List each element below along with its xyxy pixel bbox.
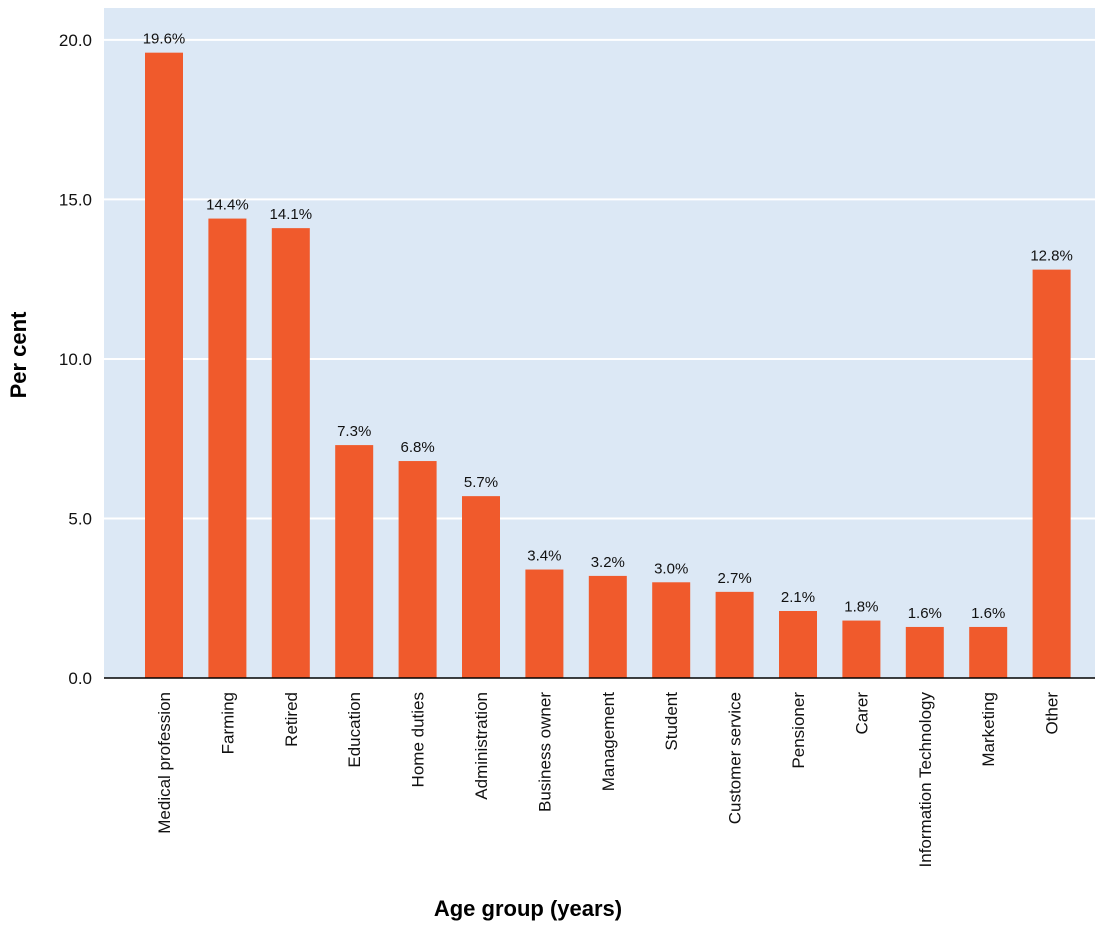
- bar: [462, 496, 500, 678]
- y-axis-title: Per cent: [6, 311, 31, 398]
- data-label: 2.7%: [717, 570, 751, 587]
- y-tick-label: 0.0: [68, 669, 92, 688]
- x-tick-label: Business owner: [535, 692, 554, 812]
- x-tick-label: Administration: [472, 692, 491, 800]
- x-tick-label: Pensioner: [789, 692, 808, 769]
- x-tick-label: Retired: [282, 692, 301, 747]
- x-tick-label: Information Technology: [916, 692, 935, 868]
- y-tick-label: 20.0: [59, 31, 92, 50]
- data-label: 1.6%: [908, 605, 942, 622]
- bar: [271, 228, 310, 678]
- data-label: 1.6%: [971, 605, 1005, 622]
- x-tick-label: Medical profession: [155, 692, 174, 834]
- bar: [588, 575, 627, 678]
- x-tick-label: Customer service: [726, 692, 745, 824]
- bar: [398, 461, 437, 678]
- bar: [208, 218, 247, 679]
- x-tick-label: Home duties: [409, 692, 428, 787]
- plot-background: [104, 8, 1095, 678]
- bar: [905, 626, 944, 678]
- y-tick-label: 10.0: [59, 350, 92, 369]
- data-label: 7.3%: [337, 423, 371, 440]
- data-label: 12.8%: [1030, 248, 1073, 265]
- data-label: 6.8%: [400, 439, 434, 456]
- data-label: 14.1%: [270, 206, 313, 223]
- data-label: 1.8%: [844, 599, 878, 616]
- x-tick-label: Management: [599, 692, 618, 792]
- data-label: 19.6%: [143, 31, 186, 48]
- x-tick-label: Marketing: [979, 692, 998, 767]
- bars: [145, 52, 1071, 679]
- bar: [842, 620, 881, 678]
- x-tick-label: Education: [345, 692, 364, 768]
- bar: [335, 445, 374, 678]
- data-label: 14.4%: [206, 197, 249, 214]
- data-label: 3.4%: [527, 548, 561, 565]
- gridlines: [104, 38, 1095, 520]
- y-tick-label: 15.0: [59, 190, 92, 209]
- data-label: 3.2%: [591, 554, 625, 571]
- bar: [652, 582, 691, 678]
- bar: [145, 52, 183, 678]
- bar: [1032, 269, 1071, 678]
- x-tick-label: Farming: [218, 692, 237, 754]
- bar: [715, 591, 754, 678]
- y-tick-label: 5.0: [68, 509, 92, 528]
- data-labels: 19.6% 14.4% 14.1% 7.3% 6.8% 5.7% 3.4% 3.2% 3.0% 2…: [143, 31, 1073, 622]
- bar: [969, 626, 1008, 678]
- data-label: 3.0%: [654, 560, 688, 577]
- x-axis-tick-labels: Medical profession Farming Retired Educatio…: [155, 692, 1062, 868]
- bar: [779, 611, 817, 678]
- x-tick-label: Carer: [852, 692, 871, 735]
- y-axis-ticks: 0.0 5.0 10.0 15.0 20.0: [59, 31, 92, 688]
- data-label: 5.7%: [464, 474, 498, 491]
- bar: [525, 569, 564, 678]
- x-tick-label: Student: [662, 692, 681, 751]
- x-tick-label: Other: [1043, 692, 1062, 735]
- data-label: 2.1%: [781, 589, 815, 606]
- x-axis-title: Age group (years): [434, 896, 622, 921]
